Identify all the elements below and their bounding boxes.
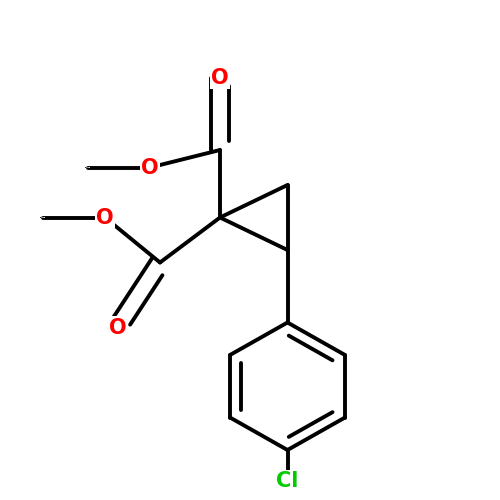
Text: methyl: methyl (85, 167, 90, 168)
Text: O: O (96, 208, 114, 228)
Text: O: O (108, 318, 126, 338)
Text: O: O (211, 68, 229, 87)
Text: O: O (141, 158, 159, 178)
Text: methyl: methyl (40, 217, 45, 218)
Text: Cl: Cl (276, 471, 298, 491)
